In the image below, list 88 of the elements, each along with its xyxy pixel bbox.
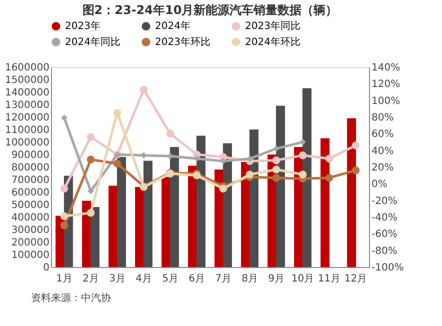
y-tick-label: 1400000 [4,88,50,98]
bar [320,138,330,267]
y-tick-label: 900000 [11,150,50,161]
x-tick-label: 4月 [136,274,152,284]
x-tick-label: 9月 [268,274,284,284]
point [140,86,148,94]
bar [135,187,144,267]
y-tick-label: 700000 [11,175,50,186]
y-tick-label: 500000 [11,200,50,211]
y-tick-label: 800000 [11,162,50,174]
point [273,146,280,152]
point [60,212,68,220]
x-tick-label: 1月 [56,274,72,284]
point [113,108,122,117]
point [298,151,307,160]
x-tick-label: 3月 [109,274,126,284]
point [88,188,94,194]
y-tick-label: 600000 [11,188,50,198]
legend-label: 2024年环比 [245,36,300,48]
bar [116,157,126,267]
legend-label: 2023年 [65,20,100,32]
x-tick-label: 12月 [344,274,368,284]
point [300,138,306,146]
point [86,133,95,141]
x-tick-label: 7月 [215,274,232,284]
x-tick-label: 6月 [188,274,205,284]
point [298,170,307,178]
point [113,160,122,168]
y2-tick-label: -40% [372,212,398,224]
x-tick-label: 10月 [291,274,314,284]
x-tick-label: 8月 [242,274,258,284]
bar [249,130,258,267]
legend-label: 2023年同比 [245,20,300,32]
x-tick-label: 11月 [318,274,341,284]
y2-tick-label: 140% [372,62,400,74]
legend-label: 2023年环比 [155,36,210,48]
point [272,156,280,164]
y-tick-label: 1500000 [4,75,50,86]
y2-tick-label: 60% [372,129,394,140]
text: 资料来源：中汽协 [31,292,111,304]
y-tick-label: 100000 [11,250,50,261]
y2-tick-label: -60% [372,229,398,240]
point [246,170,254,178]
x-tick-label: 2月 [82,274,99,284]
point [166,130,174,138]
y2-tick-label: -100% [372,262,404,274]
bar [162,177,171,267]
y2-tick-label: 0% [372,179,388,190]
y-tick-label: 0 [43,262,50,274]
y-tick-label: 1600000 [4,62,50,74]
bar [108,186,118,267]
bar [347,118,356,267]
legend-label: 2024年同比 [65,36,120,48]
chart-title: 图2：23-24年10月新能源汽车销量数据（辆） [82,3,338,17]
point [325,154,334,163]
bar [90,207,100,267]
legend-label: 2024年 [155,20,190,32]
y2-tick-label: 120% [372,79,400,90]
y2-tick-label: 80% [372,112,394,124]
y-tick-label: 400000 [11,212,50,224]
point [352,166,360,174]
point [352,141,360,150]
x-tick-label: 5月 [162,274,178,284]
bar [170,147,179,267]
y-tick-label: 200000 [11,238,50,248]
point [86,208,95,217]
y-tick-label: 300000 [11,225,50,236]
point [60,184,68,193]
y2-tick-label: 20% [372,162,394,174]
y2-tick-label: -80% [372,246,398,257]
y-tick-label: 1100000 [4,125,50,136]
point [272,174,280,182]
y-tick-label: 1000000 [4,138,50,148]
y-tick-label: 1300000 [4,100,50,111]
y2-tick-label: 100% [372,96,400,107]
point [61,114,68,121]
bar [276,106,285,267]
point [86,156,95,164]
y-tick-label: 1200000 [4,112,50,124]
point [219,184,228,193]
y2-tick-label: 40% [372,146,394,157]
y2-tick-label: -20% [372,196,398,207]
bar [196,136,206,267]
point [272,166,280,174]
bar [143,160,152,267]
bar [302,88,312,267]
point [325,174,334,182]
point [60,221,68,230]
